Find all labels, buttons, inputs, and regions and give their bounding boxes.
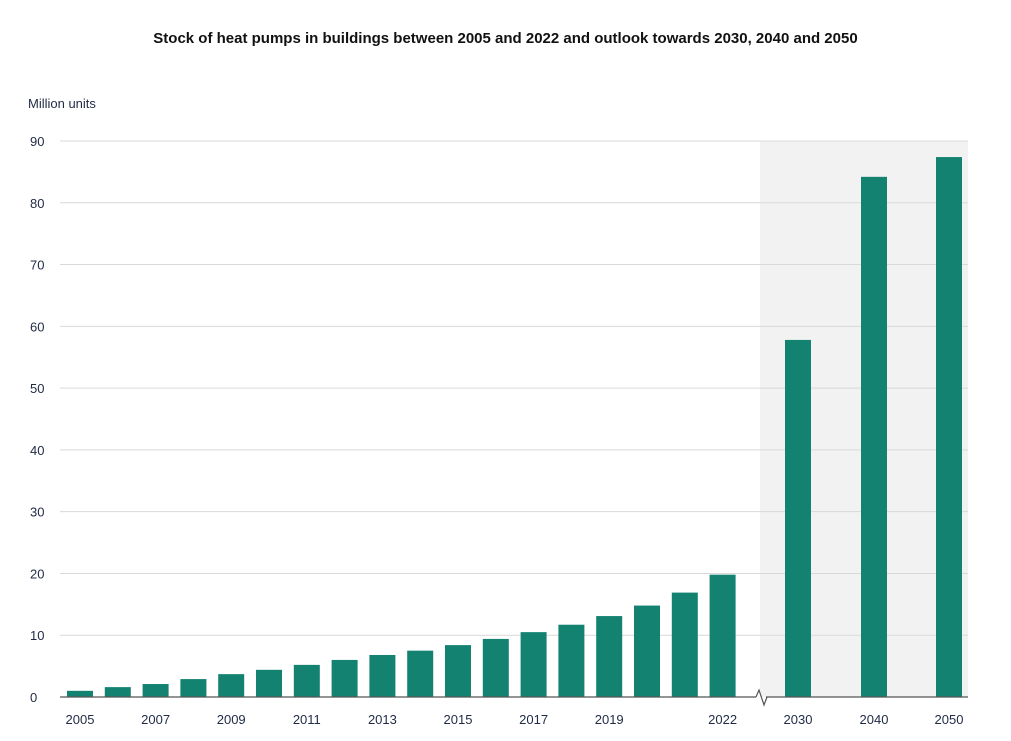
bar-2021 [671, 592, 698, 697]
x-tick-label: 2017 [519, 712, 548, 727]
bar-2005 [67, 690, 93, 697]
x-tick-label: 2022 [708, 712, 737, 727]
bar-2015 [445, 645, 471, 697]
y-tick-label: 0 [30, 690, 37, 705]
y-tick-label: 20 [30, 566, 44, 581]
bar-2007 [142, 684, 169, 697]
x-tick-label: 2013 [368, 712, 397, 727]
x-tick-label: 2040 [860, 712, 889, 727]
y-tick-label: 30 [30, 505, 44, 520]
y-tick-label: 80 [30, 196, 44, 211]
x-tick-label: 2007 [141, 712, 170, 727]
bar-2006 [104, 687, 131, 697]
bar-2013 [369, 654, 396, 697]
x-tick-label: 2030 [784, 712, 813, 727]
bar-2011 [293, 664, 320, 697]
y-tick-label: 50 [30, 381, 44, 396]
x-tick-label: 2015 [444, 712, 473, 727]
x-tick-label: 2050 [935, 712, 964, 727]
bar-2017 [520, 632, 547, 697]
bar-2050 [936, 157, 962, 697]
bar-2040 [861, 176, 887, 697]
bar-2020 [634, 605, 660, 697]
bar-2012 [331, 659, 358, 697]
bar-2016 [482, 638, 509, 697]
bar-2009 [218, 674, 245, 697]
bar-2018 [558, 624, 585, 697]
x-tick-label: 2011 [293, 712, 321, 727]
bar-2019 [596, 616, 623, 697]
axis-break-icon [755, 688, 768, 707]
chart-title: Stock of heat pumps in buildings between… [153, 30, 858, 47]
y-tick-label: 60 [30, 319, 44, 334]
bar-2010 [256, 669, 282, 697]
bar-2014 [407, 650, 434, 697]
x-tick-label: 2019 [595, 712, 624, 727]
bar-2008 [180, 679, 207, 697]
x-tick-label: 2005 [66, 712, 95, 727]
y-tick-label: 40 [30, 443, 44, 458]
y-tick-label: 70 [30, 258, 44, 273]
y-tick-label: 90 [30, 134, 44, 149]
bar-2030 [785, 339, 811, 697]
x-tick-label: 2009 [217, 712, 246, 727]
y-axis-unit-label: Million units [28, 96, 96, 111]
y-tick-label: 10 [30, 628, 44, 643]
bar-2022 [709, 574, 736, 697]
